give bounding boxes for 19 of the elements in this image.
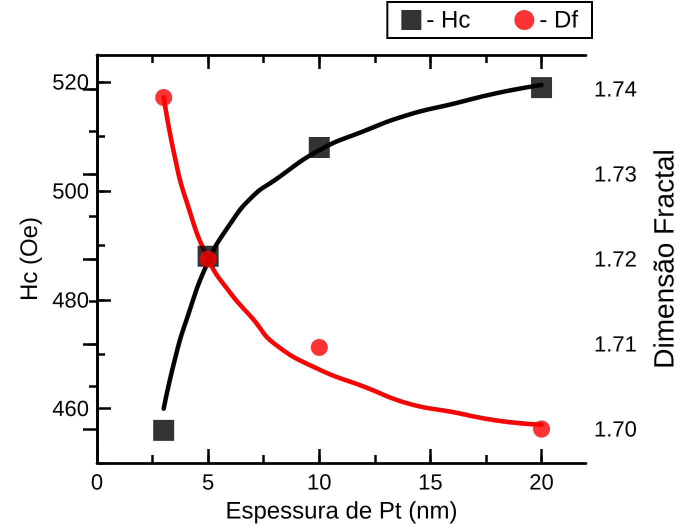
y-tick-label: 480 — [52, 287, 89, 312]
y-tick-label: 520 — [52, 70, 89, 95]
legend-label: - Df — [539, 6, 578, 34]
x-tick-label: 0 — [90, 470, 104, 494]
y-tick-label: 460 — [52, 396, 89, 422]
legend-label: - Hc — [426, 6, 470, 34]
x-axis-title: Espessura de Pt (nm) — [225, 498, 458, 524]
x-tick-label: 20 — [529, 470, 554, 494]
y2-tick-label: 1.73 — [594, 162, 637, 186]
y2-tick-label: 1.70 — [594, 416, 637, 442]
y2-tick-label: 1.72 — [594, 246, 637, 272]
x-tick-label: 5 — [202, 470, 214, 494]
y-axis-title: Hc (Oe) — [16, 217, 43, 301]
x-tick-label: 10 — [307, 470, 332, 494]
y-tick-label: 500 — [52, 178, 89, 204]
y2-tick-label: 1.71 — [594, 332, 637, 356]
y2-axis-title: Dimensão Fractal — [648, 149, 680, 369]
x-tick-label: 15 — [418, 470, 443, 494]
y2-tick-label: 1.74 — [594, 76, 637, 102]
